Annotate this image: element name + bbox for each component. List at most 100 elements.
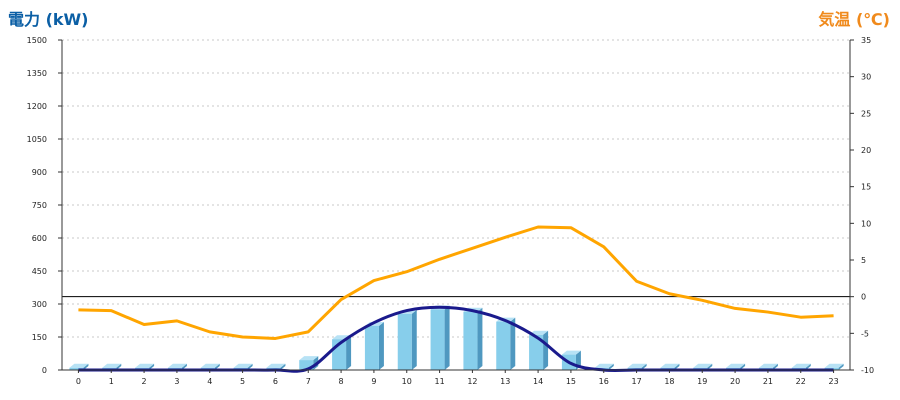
bar-series (69, 305, 844, 370)
right-axis-tick-label: 20 (861, 146, 871, 155)
x-axis-tick-label: 21 (763, 377, 773, 386)
right-axis-title: 気温 (℃) (818, 10, 890, 29)
bar-side (608, 363, 614, 370)
bar-front (69, 367, 84, 370)
bar-side (378, 322, 384, 370)
right-axis-tick-label: -10 (861, 366, 874, 375)
bar-side (740, 363, 746, 370)
left-axis-tick-label: 300 (32, 300, 47, 309)
bar-top (660, 363, 680, 368)
x-axis-tick-label: 15 (566, 377, 576, 386)
bar-side (510, 317, 516, 370)
x-axis-tick-label: 1 (109, 377, 114, 386)
bar-side (772, 363, 778, 370)
bar-side (641, 363, 647, 370)
line-series (78, 225, 834, 373)
bar-side (83, 363, 89, 370)
right-axis-tick-label: -5 (861, 329, 869, 338)
x-axis-tick-label: 9 (371, 377, 376, 386)
bar-side (838, 363, 844, 370)
bar-side (543, 330, 549, 370)
bar-front (430, 309, 445, 370)
bar-top (266, 363, 286, 368)
x-axis-tick-label: 16 (599, 377, 609, 386)
left-axis-tick-label: 1350 (27, 69, 47, 78)
x-axis-tick-label: 13 (500, 377, 510, 386)
bar-front (463, 311, 478, 370)
grid-layer (62, 39, 850, 338)
bar-top (824, 363, 844, 368)
bar-side (674, 363, 680, 370)
bar-top (200, 363, 220, 368)
x-axis-tick-label: 17 (631, 377, 641, 386)
bar-top (135, 363, 155, 368)
bar-side (280, 363, 286, 370)
bar (496, 317, 516, 370)
x-axis-tick-label: 5 (240, 377, 245, 386)
x-axis-tick-label: 20 (730, 377, 740, 386)
bar-top (561, 350, 581, 355)
x-axis-tick-label: 12 (467, 377, 477, 386)
right-axis-tick-label: 5 (861, 256, 866, 265)
x-axis-tick-label: 0 (76, 377, 81, 386)
bar-side (149, 363, 155, 370)
x-axis-tick-label: 22 (796, 377, 806, 386)
bar-front (529, 334, 544, 370)
right-axis-tick-label: 25 (861, 109, 871, 118)
right-axis-tick-label: 35 (861, 36, 871, 45)
bar-front (496, 321, 511, 370)
bar-top (693, 363, 713, 368)
bar-top (167, 363, 187, 368)
axes: 01503004506007509001050120013501500-10-5… (27, 36, 874, 386)
bar-side (181, 363, 187, 370)
bar-side (247, 363, 253, 370)
x-axis-tick-label: 3 (174, 377, 179, 386)
bar-side (214, 363, 220, 370)
left-axis-tick-label: 450 (32, 267, 47, 276)
bar-side (411, 309, 417, 370)
x-axis-tick-label: 19 (697, 377, 707, 386)
bar (397, 309, 417, 370)
bar-top (627, 363, 647, 368)
bar-top (594, 363, 614, 368)
bar-top (791, 363, 811, 368)
left-axis-tick-label: 150 (32, 333, 47, 342)
left-axis-tick-label: 0 (42, 366, 47, 375)
bar-side (116, 363, 122, 370)
left-axis-tick-label: 900 (32, 168, 47, 177)
bar (364, 322, 384, 370)
x-axis-tick-label: 2 (142, 377, 147, 386)
bar-top (758, 363, 778, 368)
bar-front (397, 313, 412, 370)
bar-front (364, 326, 379, 370)
power-curve-line (78, 305, 834, 373)
bar-top (299, 356, 319, 361)
x-axis-tick-label: 23 (828, 377, 838, 386)
left-axis-tick-label: 1050 (27, 135, 47, 144)
x-axis-tick-label: 8 (339, 377, 344, 386)
left-axis-tick-label: 1500 (27, 36, 47, 45)
bar-side (805, 363, 811, 370)
bar-side (707, 363, 713, 370)
x-axis-tick-label: 14 (533, 377, 543, 386)
bar-top (69, 363, 89, 368)
bar-side (346, 335, 352, 370)
right-axis-tick-label: 30 (861, 73, 871, 82)
bar (430, 305, 450, 370)
bar-top (233, 363, 253, 368)
x-axis-tick-label: 11 (434, 377, 444, 386)
x-axis-tick-label: 4 (207, 377, 212, 386)
bar (69, 363, 89, 370)
left-axis-title: 電力 (kW) (8, 10, 89, 29)
bar (529, 330, 549, 370)
x-axis-tick-label: 10 (402, 377, 412, 386)
bar-side (444, 305, 450, 370)
bar-front (299, 360, 314, 370)
left-axis-tick-label: 750 (32, 201, 47, 210)
x-axis-tick-label: 7 (306, 377, 311, 386)
left-axis-tick-label: 1200 (27, 102, 47, 111)
temperature-line (78, 225, 834, 340)
x-axis-tick-label: 18 (664, 377, 674, 386)
bar-top (102, 363, 122, 368)
